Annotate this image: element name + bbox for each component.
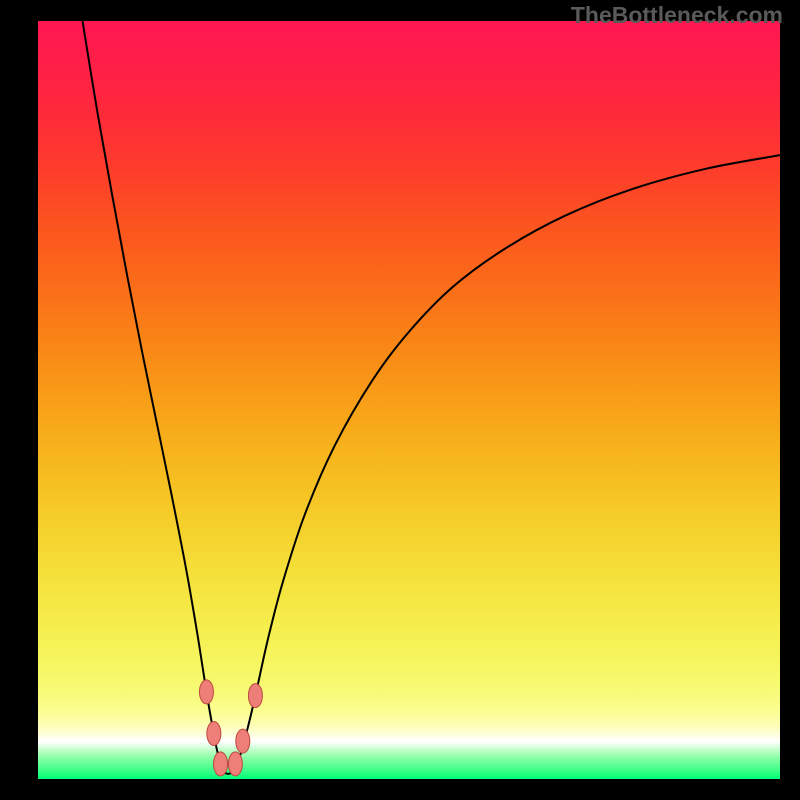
- plot-area: [38, 21, 780, 779]
- curve-marker: [199, 680, 213, 704]
- watermark-text: TheBottleneck.com: [571, 2, 783, 29]
- curve-marker: [214, 752, 228, 776]
- chart-root: TheBottleneck.com: [0, 0, 800, 800]
- curve-marker: [236, 729, 250, 753]
- curve-marker: [228, 752, 242, 776]
- curve-marker: [248, 684, 262, 708]
- bottleneck-curve-path: [83, 21, 780, 774]
- bottleneck-curve: [38, 21, 780, 779]
- curve-marker: [207, 722, 221, 746]
